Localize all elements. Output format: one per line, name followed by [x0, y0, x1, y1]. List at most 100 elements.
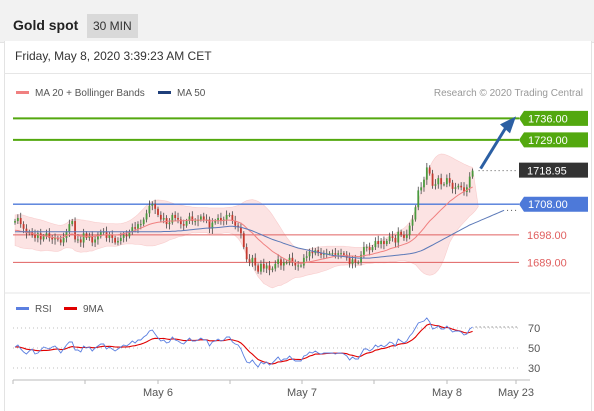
candle	[97, 231, 99, 245]
level-labels: 1736.00 1729.00 1718.95 1708.00 1698.00 1689.…	[519, 110, 588, 269]
support-label-1698-00: 1698.00	[527, 230, 567, 242]
ma50-line	[15, 209, 505, 259]
rsi-legend-label: RSI	[35, 304, 52, 315]
candle	[257, 263, 259, 274]
candle	[99, 229, 102, 239]
ma20-line	[14, 186, 473, 264]
timeframe-badge[interactable]: 30 MIN	[87, 14, 138, 38]
candle	[431, 169, 434, 189]
candle	[177, 212, 179, 224]
candle	[291, 252, 294, 267]
candle	[271, 266, 274, 273]
candle	[445, 174, 448, 188]
candle	[19, 212, 22, 228]
rsi-legend-swatch	[16, 307, 29, 310]
candle	[168, 218, 171, 230]
candle	[300, 263, 302, 268]
candle	[443, 182, 445, 187]
ma-bollinger-legend-label: MA 20 + Bollinger Bands	[35, 88, 145, 99]
candle	[54, 233, 56, 245]
candle	[188, 212, 191, 224]
candle	[171, 212, 174, 225]
candle	[285, 260, 288, 265]
candle	[179, 216, 182, 229]
candle	[59, 235, 62, 246]
resistance-label-box-1736-00	[519, 110, 588, 126]
candle	[311, 247, 314, 259]
rsi-panel: 70 50 30	[13, 317, 540, 375]
rsi-ma9-line	[14, 323, 473, 365]
rsi-tick-label-30: 30	[528, 363, 540, 375]
candle	[220, 212, 222, 225]
rsi-tick-label-50: 50	[528, 343, 540, 355]
candle	[374, 237, 377, 251]
candle	[88, 232, 91, 241]
candle	[137, 221, 139, 234]
candle	[388, 232, 391, 244]
candle	[411, 215, 414, 231]
resistance-label-box-1729-00	[519, 132, 588, 148]
pivot-label-1708-00: 1708.00	[528, 199, 568, 211]
candle	[294, 259, 297, 270]
candle	[194, 218, 197, 226]
candle	[448, 172, 451, 187]
candle	[260, 260, 262, 275]
rsi-tick-label-70: 70	[528, 323, 540, 335]
candle	[371, 244, 374, 253]
candle	[22, 221, 25, 234]
rsi-ma-legend-label: 9MA	[83, 304, 104, 315]
candle	[240, 222, 242, 239]
forecast-arrow-shaft	[479, 126, 508, 170]
candle	[351, 256, 354, 269]
candle	[14, 218, 16, 225]
candle	[368, 242, 371, 256]
candle	[128, 229, 131, 239]
candle	[277, 254, 280, 268]
candle	[151, 201, 154, 211]
candle	[111, 230, 114, 244]
candle	[423, 176, 425, 192]
candle	[397, 227, 400, 248]
candle	[394, 234, 397, 247]
candle	[282, 257, 285, 271]
pivot-label-box-1708-00	[519, 196, 588, 212]
candle	[145, 209, 148, 223]
candle	[425, 162, 428, 185]
candle	[385, 238, 388, 247]
candle	[94, 236, 96, 247]
candle	[182, 219, 185, 231]
candle	[208, 216, 211, 234]
candle	[417, 186, 420, 211]
candle	[45, 229, 48, 240]
candle	[302, 254, 305, 269]
candle	[217, 214, 219, 224]
candle	[348, 252, 351, 268]
candle	[225, 210, 228, 225]
bollinger-band-area	[14, 153, 479, 289]
candle	[380, 238, 382, 249]
candle	[274, 260, 277, 272]
header-divider	[4, 73, 591, 74]
timestamp-label: Friday, May 8, 2020 3:39:23 AM CET	[15, 49, 212, 63]
copyright-label: Research © 2020 Trading Central	[434, 88, 583, 99]
candle	[74, 217, 76, 243]
candle	[357, 260, 360, 265]
candle	[142, 217, 145, 227]
rsi-ma-legend-swatch	[64, 307, 77, 310]
candle	[337, 250, 340, 260]
candle	[245, 243, 248, 263]
candle	[157, 206, 159, 218]
resistance-label-1729-00: 1729.00	[528, 135, 568, 147]
candle	[437, 175, 440, 189]
candle	[405, 229, 408, 242]
candle	[254, 253, 257, 271]
current-price-box	[519, 162, 588, 178]
candle	[288, 254, 291, 266]
x-tick-label: May 7	[287, 387, 317, 399]
candle	[91, 231, 94, 247]
rsi-line	[14, 317, 473, 368]
candle	[174, 211, 177, 221]
candle	[468, 172, 471, 193]
candle	[117, 237, 119, 246]
